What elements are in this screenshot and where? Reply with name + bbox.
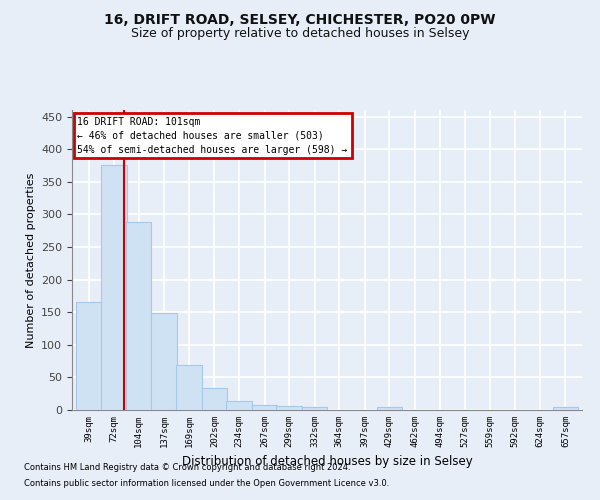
Bar [377,408,402,410]
Bar [226,401,252,410]
Bar [126,222,151,410]
Text: 16 DRIFT ROAD: 101sqm
← 46% of detached houses are smaller (503)
54% of semi-det: 16 DRIFT ROAD: 101sqm ← 46% of detached … [77,116,347,154]
Bar [176,365,202,410]
Bar [101,166,127,410]
Bar [151,314,177,410]
Bar [302,408,328,410]
Bar [252,405,277,410]
Y-axis label: Number of detached properties: Number of detached properties [26,172,35,348]
Text: Contains public sector information licensed under the Open Government Licence v3: Contains public sector information licen… [24,478,389,488]
Text: Size of property relative to detached houses in Selsey: Size of property relative to detached ho… [131,28,469,40]
Bar [76,302,101,410]
Text: Contains HM Land Registry data © Crown copyright and database right 2024.: Contains HM Land Registry data © Crown c… [24,464,350,472]
Bar [202,388,227,410]
Text: 16, DRIFT ROAD, SELSEY, CHICHESTER, PO20 0PW: 16, DRIFT ROAD, SELSEY, CHICHESTER, PO20… [104,12,496,26]
X-axis label: Distribution of detached houses by size in Selsey: Distribution of detached houses by size … [182,456,472,468]
Bar [277,406,302,410]
Bar [553,408,578,410]
